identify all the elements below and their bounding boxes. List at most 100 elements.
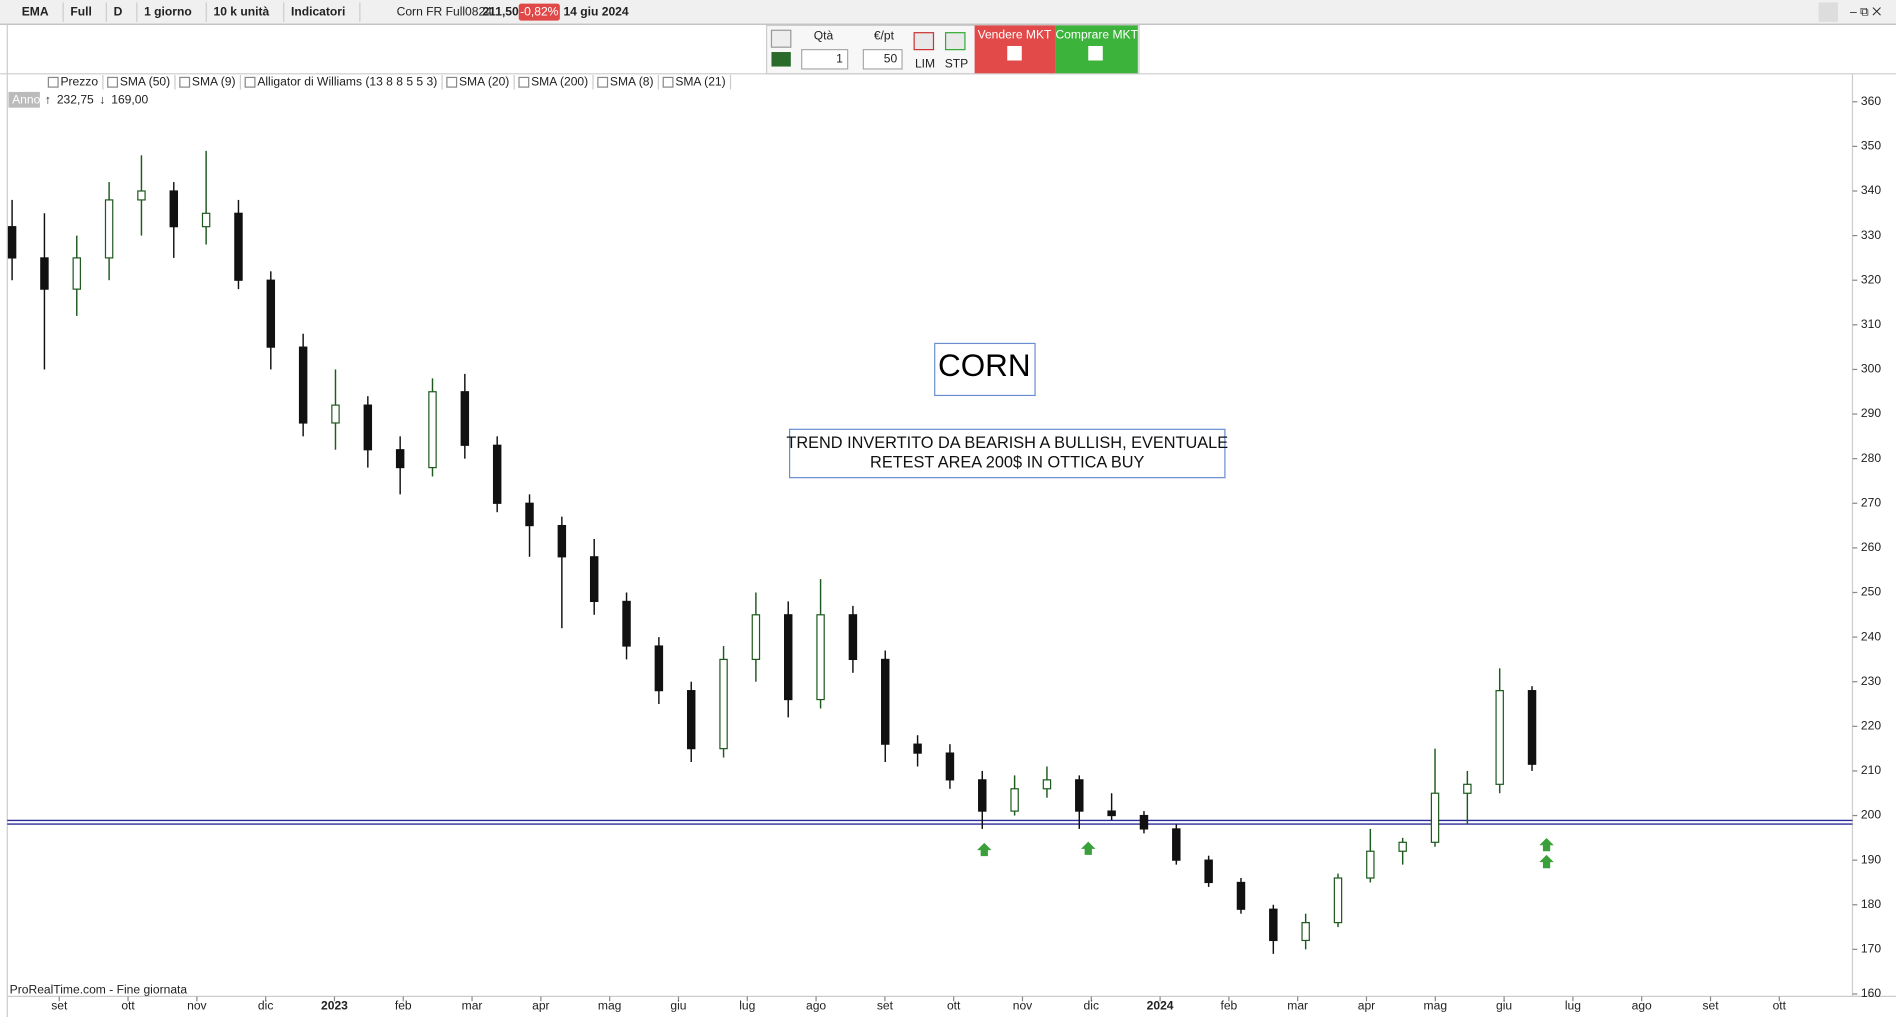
- x-tick-label: giu: [670, 998, 686, 1012]
- sell[interactable]: Vendere MKT: [978, 27, 1052, 41]
- x-tick-label: set: [51, 998, 68, 1012]
- qty-input[interactable]: [801, 49, 849, 70]
- indicator-checkbox[interactable]: [179, 76, 191, 88]
- candle-body: [137, 190, 146, 201]
- indicator[interactable]: SMA (50): [120, 74, 170, 88]
- change-bg: [518, 3, 560, 21]
- indicator-checkbox[interactable]: [597, 76, 609, 88]
- indicator[interactable]: SMA (21): [675, 74, 725, 88]
- settings-icon[interactable]: [770, 29, 792, 48]
- candle-body: [1301, 922, 1310, 942]
- stp-icon[interactable]: [944, 32, 966, 51]
- x-tick-label: set: [1702, 998, 1719, 1012]
- candle-body: [1172, 828, 1181, 861]
- y-tick-label: 250: [1861, 585, 1881, 599]
- indicator[interactable]: Alligator di Williams (13 8 8 5 5 3): [257, 74, 437, 88]
- buy[interactable]: Comprare MKT: [1055, 27, 1138, 41]
- y-tick-label: 310: [1861, 317, 1881, 331]
- price: 211,50: [482, 4, 519, 18]
- chart-title: CORN: [938, 348, 1031, 383]
- annotation: RETEST AREA 200$ IN OTTICA BUY: [870, 453, 1145, 471]
- indicator-checkbox[interactable]: [107, 76, 119, 88]
- keypad-icon[interactable]: [771, 52, 791, 67]
- candle-body: [460, 391, 470, 446]
- x-tick-label: feb: [395, 998, 412, 1012]
- candle-body: [72, 257, 82, 290]
- x-tick-label: lug: [1565, 998, 1581, 1012]
- indicator[interactable]: Prezzo: [60, 74, 98, 88]
- indicator[interactable]: SMA (20): [459, 74, 509, 88]
- y-tick-label: 330: [1861, 228, 1881, 242]
- toolbar-item[interactable]: 1 giorno: [144, 4, 192, 18]
- indicator-checkbox[interactable]: [47, 76, 59, 88]
- indicator-checkbox[interactable]: [446, 76, 458, 88]
- x-tick-label: ago: [806, 998, 826, 1012]
- candle-body: [848, 614, 858, 661]
- period-bg: [8, 91, 40, 108]
- candle-body: [1139, 814, 1149, 830]
- instrument[interactable]: Corn FR Full0824: [397, 4, 493, 18]
- candle-body: [169, 190, 179, 228]
- stp[interactable]: STP: [945, 56, 968, 70]
- pt-input[interactable]: [862, 49, 903, 70]
- up-arrow: [1539, 838, 1554, 852]
- indicator[interactable]: SMA (8): [610, 74, 654, 88]
- y-tick-label: 260: [1861, 540, 1881, 554]
- buy-icon: [1088, 45, 1103, 61]
- x-tick-label: dic: [258, 998, 273, 1012]
- y-tick-label: 320: [1861, 272, 1881, 286]
- candle-body: [428, 391, 437, 469]
- y-tick-label: 360: [1861, 94, 1881, 108]
- toolbar-item[interactable]: D: [114, 4, 123, 18]
- candle-body: [1236, 881, 1246, 910]
- candle-body: [978, 779, 987, 812]
- annotation-box: [788, 428, 1226, 479]
- y-tick-label: 170: [1861, 942, 1881, 956]
- candle-body: [1430, 792, 1440, 843]
- x-tick-label: ott: [1773, 998, 1787, 1012]
- indicator-checkbox[interactable]: [518, 76, 530, 88]
- pt[interactable]: 50: [884, 51, 898, 65]
- candle-body: [1527, 690, 1537, 765]
- toolbar-item[interactable]: EMA: [22, 4, 49, 18]
- sync-icon[interactable]: [1818, 2, 1838, 22]
- x-tick-label: mar: [1287, 998, 1308, 1012]
- x-tick-label: giu: [1496, 998, 1512, 1012]
- candle-body: [589, 556, 599, 603]
- toolbar-item[interactable]: 10 k unità: [214, 4, 270, 18]
- period-label[interactable]: Anno: [12, 93, 40, 107]
- indicator-checkbox[interactable]: [244, 76, 256, 88]
- candle-body: [784, 614, 793, 701]
- lim[interactable]: LIM: [915, 56, 935, 70]
- x-tick-label: mag: [1424, 998, 1448, 1012]
- candle-body: [266, 279, 276, 348]
- window-controls[interactable]: – ⧉ ✕: [1850, 4, 1881, 18]
- toolbar-bg: [0, 0, 1896, 25]
- x-tick-label: nov: [187, 998, 206, 1012]
- y-tick-label: 270: [1861, 495, 1881, 509]
- candle-body: [719, 658, 728, 750]
- y-tick-label: 240: [1861, 629, 1881, 643]
- x-tick-label: set: [877, 998, 894, 1012]
- x-tick-label: ott: [121, 998, 135, 1012]
- candle-body: [363, 404, 373, 451]
- annotation: TREND INVERTITO DA BEARISH A BULLISH, EV…: [786, 434, 1228, 452]
- candle-body: [1075, 779, 1084, 812]
- toolbar-item[interactable]: Full: [70, 4, 91, 18]
- candle-body: [654, 645, 664, 692]
- candle-body: [1204, 859, 1213, 884]
- candle-body: [40, 257, 49, 290]
- period-high: 232,75: [57, 93, 94, 107]
- lim-icon[interactable]: [913, 32, 935, 51]
- indicator[interactable]: SMA (9): [192, 74, 236, 88]
- toolbar-item[interactable]: Indicatori: [291, 4, 345, 18]
- x-tick-label: dic: [1084, 998, 1099, 1012]
- footer: ProRealTime.com - Fine giornata: [10, 983, 188, 997]
- candle-body: [816, 614, 825, 701]
- indicator-checkbox[interactable]: [662, 76, 674, 88]
- qty[interactable]: 1: [836, 51, 843, 65]
- indicator[interactable]: SMA (200): [531, 74, 588, 88]
- y-tick-label: 160: [1861, 986, 1881, 1000]
- candle-body: [1398, 841, 1407, 852]
